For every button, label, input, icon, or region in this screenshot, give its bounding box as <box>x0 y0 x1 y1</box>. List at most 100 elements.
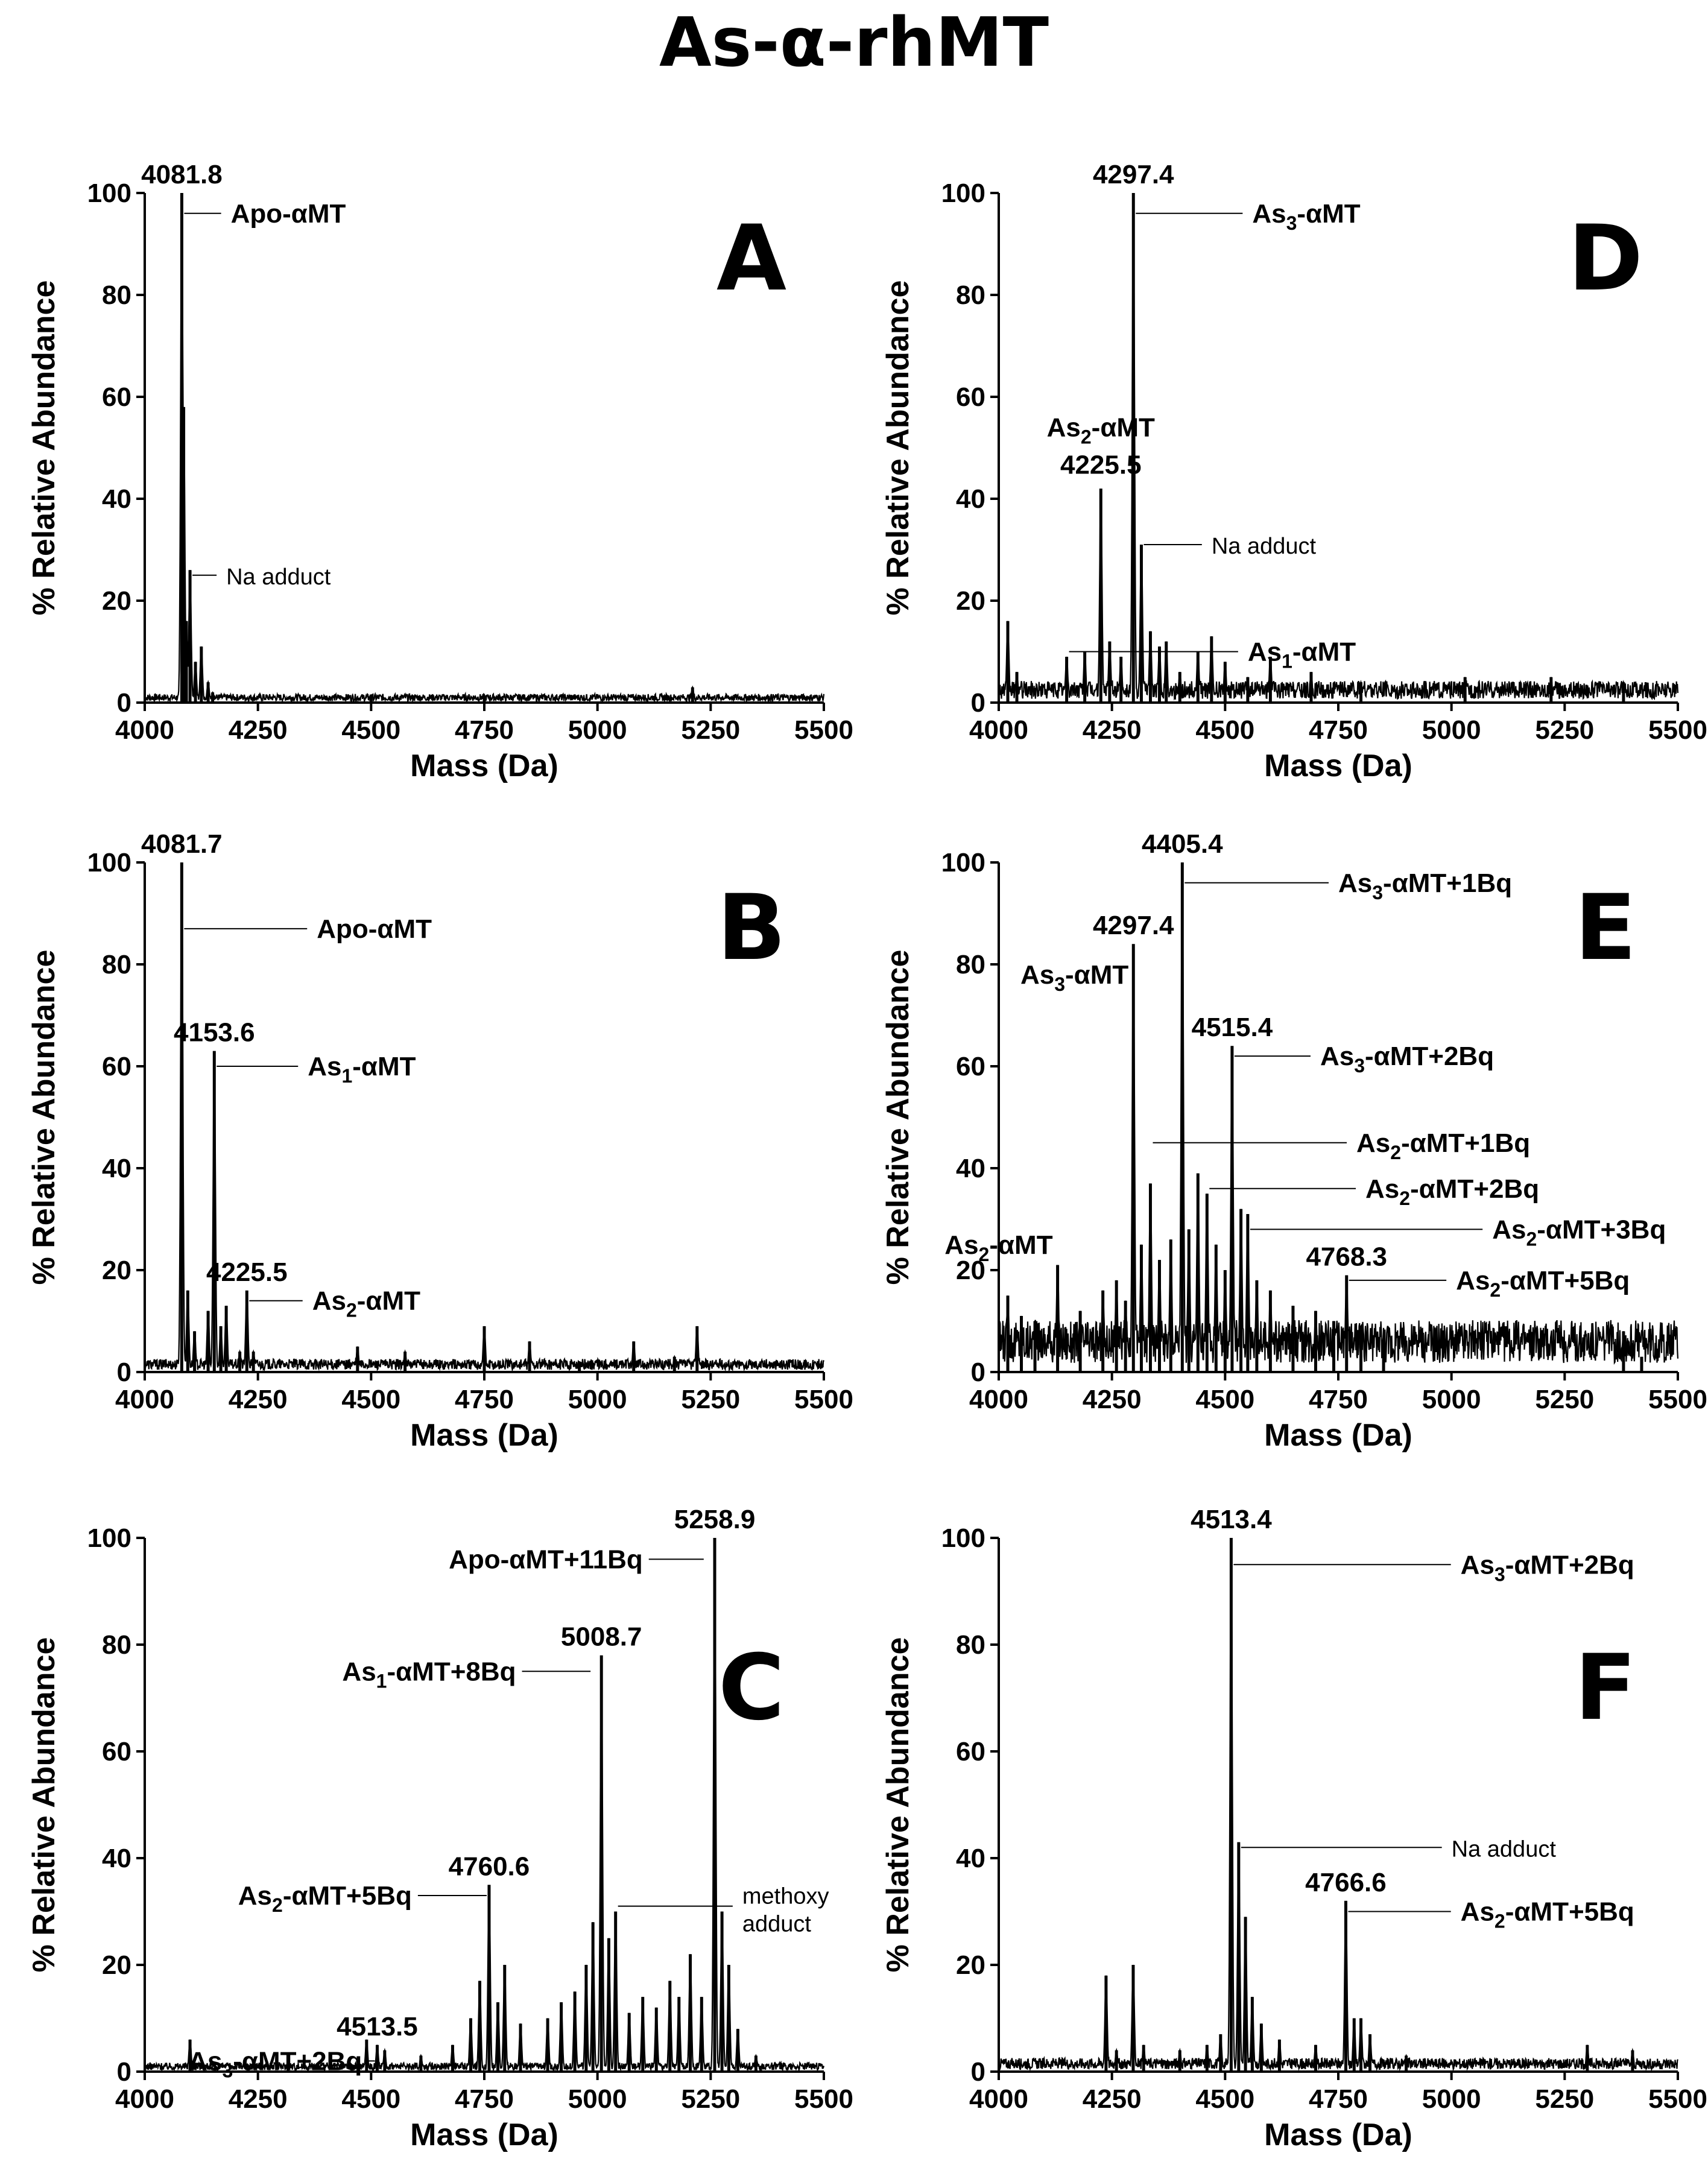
species-annotation: As3-αMT <box>1020 960 1128 995</box>
panel-c-chart: 0 20 40 60 80 100 4000 4250 4500 4750 5000 5250 5500… <box>27 1505 853 2152</box>
spectrum-trace <box>144 194 825 704</box>
x-tick-label: 4000 <box>115 715 174 745</box>
x-axis-label: Mass (Da) <box>410 1418 558 1453</box>
peak-mass-label: 4768.3 <box>1306 1242 1387 1271</box>
species-annotation: Na adduct <box>1452 1836 1557 1862</box>
y-tick-label: 100 <box>941 1523 985 1553</box>
peak-mass-label: 4297.4 <box>1093 911 1174 940</box>
panel-letter-b: B <box>717 876 786 981</box>
peak-mass-label: 4513.5 <box>337 2012 418 2041</box>
y-tick-label: 20 <box>956 586 985 616</box>
species-annotation: Apo-αMT <box>231 199 346 229</box>
x-tick-label: 5250 <box>681 2084 740 2114</box>
peak-mass-label: 4760.6 <box>449 1852 530 1881</box>
x-axis-label: Mass (Da) <box>1264 748 1412 783</box>
figure-title: As-α-rhMT <box>659 4 1049 82</box>
species-annotation: As1-αMT+8Bq <box>342 1657 516 1692</box>
species-annotation: As1-αMT <box>308 1052 416 1087</box>
y-tick-label: 100 <box>941 179 985 208</box>
y-tick-label: 100 <box>87 179 131 208</box>
peak-mass-label: 4225.5 <box>1060 451 1142 480</box>
x-tick-label: 4250 <box>229 715 288 745</box>
spectrum-trace <box>998 868 1679 1365</box>
species-annotation: As2-αMT+1Bq <box>1356 1128 1530 1163</box>
species-annotation: As3-αMT+2Bq <box>1320 1042 1494 1077</box>
species-annotation: Na adduct <box>226 564 331 590</box>
species-annotation: Apo-αMT+11Bq <box>449 1545 643 1574</box>
peak-mass-label: 4081.7 <box>141 829 223 859</box>
y-tick-label: 60 <box>102 1052 131 1081</box>
x-axis-label: Mass (Da) <box>410 748 558 783</box>
y-tick-label: 40 <box>102 1844 131 1873</box>
y-tick-label: 20 <box>956 1256 985 1285</box>
x-tick-label: 4750 <box>455 2084 514 2114</box>
x-tick-label: 5000 <box>1422 715 1481 745</box>
species-annotation: As2-αMT+5Bq <box>238 1881 412 1916</box>
species-annotation: As2-αMT <box>1047 413 1155 448</box>
y-tick-label: 60 <box>956 382 985 412</box>
panel-f-chart: 0 20 40 60 80 100 4000 4250 4500 4750 5000 5250 5500… <box>881 1505 1707 2152</box>
x-tick-label: 5500 <box>794 1385 853 1414</box>
y-tick-label: 60 <box>102 1737 131 1766</box>
y-tick-label: 80 <box>102 280 131 310</box>
x-tick-label: 4500 <box>341 715 400 745</box>
panel-d-chart: 0 20 40 60 80 100 4000 4250 4500 4750 5000 5250 5500… <box>881 160 1707 783</box>
x-tick-label: 4250 <box>1083 715 1142 745</box>
x-tick-label: 5000 <box>568 1385 627 1414</box>
y-tick-label: 80 <box>102 1630 131 1660</box>
y-tick-label: 40 <box>102 484 131 514</box>
panel-letter-a: A <box>716 206 786 311</box>
x-tick-label: 4750 <box>1309 2084 1368 2114</box>
y-axis-label: % Relative Abundance <box>27 950 62 1285</box>
x-tick-label: 4500 <box>1195 715 1254 745</box>
peak-mass-label: 4766.6 <box>1305 1868 1387 1897</box>
x-axis-label: Mass (Da) <box>1264 1418 1412 1453</box>
y-tick-label: 80 <box>956 280 985 310</box>
x-tick-label: 4750 <box>455 715 514 745</box>
species-annotation: As1-αMT <box>1248 637 1356 672</box>
panel-letter-c: C <box>718 1636 785 1741</box>
y-tick-label: 0 <box>971 2057 985 2087</box>
species-annotation: As2-αMT <box>944 1230 1052 1265</box>
y-tick-label: 80 <box>102 950 131 979</box>
y-axis-label: % Relative Abundance <box>881 1637 916 1973</box>
y-tick-label: 40 <box>956 484 985 514</box>
y-tick-label: 100 <box>87 848 131 878</box>
species-annotation: adduct <box>742 1912 812 1937</box>
species-annotation: Apo-αMT <box>317 914 432 944</box>
x-tick-label: 5250 <box>681 715 740 745</box>
y-tick-label: 0 <box>117 1358 131 1387</box>
x-tick-label: 4500 <box>1195 2084 1254 2114</box>
peak-mass-label: 4515.4 <box>1192 1013 1273 1042</box>
y-tick-label: 80 <box>956 950 985 979</box>
x-tick-label: 4000 <box>115 2084 174 2114</box>
species-annotation: As3-αMT+1Bq <box>1338 868 1512 903</box>
x-tick-label: 5250 <box>681 1385 740 1414</box>
x-tick-label: 4750 <box>1309 715 1368 745</box>
x-tick-label: 5250 <box>1535 1385 1594 1414</box>
x-tick-label: 4000 <box>969 2084 1028 2114</box>
x-tick-label: 4500 <box>341 1385 400 1414</box>
y-tick-label: 20 <box>102 1256 131 1285</box>
y-tick-label: 0 <box>117 688 131 718</box>
species-annotation: As2-αMT+2Bq <box>1365 1174 1539 1209</box>
species-annotation: methoxy <box>742 1884 829 1909</box>
panel-e-chart: 0 20 40 60 80 100 4000 4250 4500 4750 5000 5250 5500… <box>881 829 1707 1453</box>
panel-a-chart: 0 20 40 60 80 100 4000 4250 4500 4750 5000 5250 5500… <box>27 160 853 783</box>
x-tick-label: 5500 <box>794 715 853 745</box>
y-tick-label: 40 <box>956 1154 985 1183</box>
panel-b-chart: 0 20 40 60 80 100 4000 4250 4500 4750 5000 5250 5500… <box>27 829 853 1453</box>
x-tick-label: 4750 <box>1309 1385 1368 1414</box>
x-tick-label: 5500 <box>1648 715 1707 745</box>
x-tick-label: 5250 <box>1535 2084 1594 2114</box>
x-tick-label: 5000 <box>568 2084 627 2114</box>
x-tick-label: 5000 <box>1422 1385 1481 1414</box>
x-tick-label: 5250 <box>1535 715 1594 745</box>
y-tick-label: 40 <box>956 1844 985 1873</box>
species-annotation: As3-αMT+2Bq <box>188 2046 362 2081</box>
x-tick-label: 5500 <box>1648 1385 1707 1414</box>
peak-mass-label: 4513.4 <box>1191 1505 1272 1534</box>
spectrum-trace <box>144 1538 825 2073</box>
y-axis-label: % Relative Abundance <box>27 280 62 616</box>
x-tick-label: 5500 <box>1648 2084 1707 2114</box>
